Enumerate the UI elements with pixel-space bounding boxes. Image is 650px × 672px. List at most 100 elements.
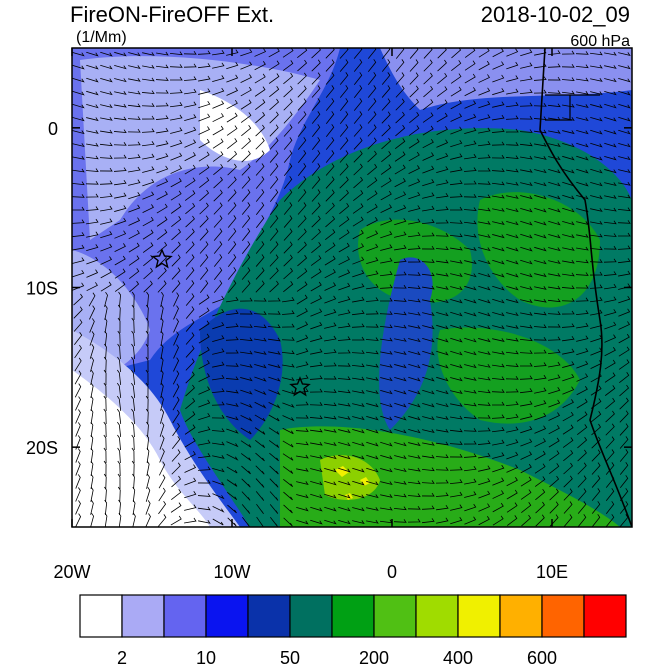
wind-barb (477, 141, 491, 147)
wind-barb (132, 473, 135, 490)
wind-barb (158, 474, 166, 489)
wind-barb (618, 308, 631, 317)
wind-barb (478, 272, 491, 278)
wind-barb (617, 207, 631, 212)
wind-barb (103, 473, 107, 490)
wind-barb (366, 243, 379, 252)
wind-barb (351, 310, 365, 316)
wind-barb (199, 189, 210, 202)
wind-barb (604, 283, 617, 290)
wind-barb (394, 428, 407, 434)
wind-barb (492, 221, 505, 226)
wind-barb (142, 52, 155, 56)
wind-barb (478, 503, 491, 512)
wind-barb (366, 283, 379, 290)
wind-barb (268, 337, 281, 342)
wind-barb (520, 62, 533, 69)
wind-barb (72, 257, 85, 264)
wind-barb (310, 281, 322, 292)
wind-barb (86, 77, 99, 83)
wind-barb (450, 324, 463, 330)
wind-barb (604, 182, 617, 187)
wind-barb (198, 164, 210, 175)
wind-barb (505, 142, 519, 146)
wind-barb (281, 337, 295, 341)
wind-barb (506, 439, 519, 447)
wind-barb (605, 488, 615, 501)
wind-barb (213, 202, 223, 215)
wind-barb (520, 413, 533, 420)
wind-barb (338, 520, 351, 525)
wind-barb (505, 375, 519, 380)
wind-barb (534, 286, 547, 290)
wind-barb (103, 382, 107, 399)
wind-barb (226, 389, 239, 394)
wind-barb (575, 64, 589, 69)
wind-barb (407, 245, 421, 250)
wind-barb (212, 100, 225, 109)
wind-barb (492, 502, 504, 513)
wind-barb (339, 150, 349, 163)
wind-barb (576, 129, 589, 135)
wind-barb (269, 202, 279, 215)
wind-barb (562, 424, 574, 435)
wind-barb (311, 124, 321, 137)
wind-barb (283, 72, 294, 85)
wind-barb (212, 49, 225, 56)
wind-barb (114, 205, 127, 212)
wind-barb (311, 202, 321, 215)
wind-barb (75, 474, 81, 489)
wind-barb (534, 387, 547, 394)
wind-barb (353, 98, 363, 111)
wind-barb (212, 361, 225, 368)
colorbar-label: 50 (280, 648, 300, 667)
wind-barb (576, 155, 589, 161)
wind-barb (185, 202, 196, 215)
wind-barb (436, 166, 449, 173)
wind-barb (562, 335, 575, 342)
wind-barb (478, 74, 491, 83)
wind-barb (505, 115, 519, 120)
wind-barb (86, 282, 98, 292)
wind-barb (394, 204, 407, 213)
wind-barb (423, 85, 434, 98)
wind-barb (520, 451, 533, 460)
wind-barb (145, 408, 149, 425)
wind-barb (310, 519, 323, 525)
wind-barb (90, 434, 94, 450)
wind-barb (325, 215, 336, 228)
wind-barb (114, 268, 126, 279)
wind-barb (283, 150, 293, 163)
wind-barb (212, 493, 225, 500)
wind-barb (269, 86, 280, 98)
wind-barb (269, 111, 279, 124)
wind-barb (296, 454, 309, 459)
wind-barb (491, 181, 505, 186)
wind-barb (155, 77, 169, 81)
wind-barb (198, 519, 211, 524)
wind-barb (114, 192, 127, 199)
wind-barb (282, 377, 295, 382)
wind-barb (604, 359, 616, 370)
wind-barb (114, 255, 126, 266)
wind-barb (519, 362, 533, 367)
wind-barb (132, 499, 136, 515)
wind-barb (268, 73, 280, 84)
wind-barb (114, 230, 127, 239)
wind-barb (394, 164, 406, 175)
wind-barb (325, 202, 335, 215)
wind-barb (240, 389, 253, 395)
wind-barb (506, 451, 519, 460)
wind-barb (127, 154, 141, 160)
wind-barb (450, 390, 463, 395)
wind-barb (212, 113, 224, 123)
wind-barb (394, 402, 407, 408)
wind-barb (241, 189, 251, 202)
colorbar-box (247, 594, 291, 638)
wind-barb (197, 479, 211, 484)
wind-barb (324, 519, 337, 525)
wind-barb (86, 104, 99, 109)
wind-barb (338, 480, 351, 486)
wind-barb (198, 346, 210, 357)
wind-barb (590, 129, 603, 135)
